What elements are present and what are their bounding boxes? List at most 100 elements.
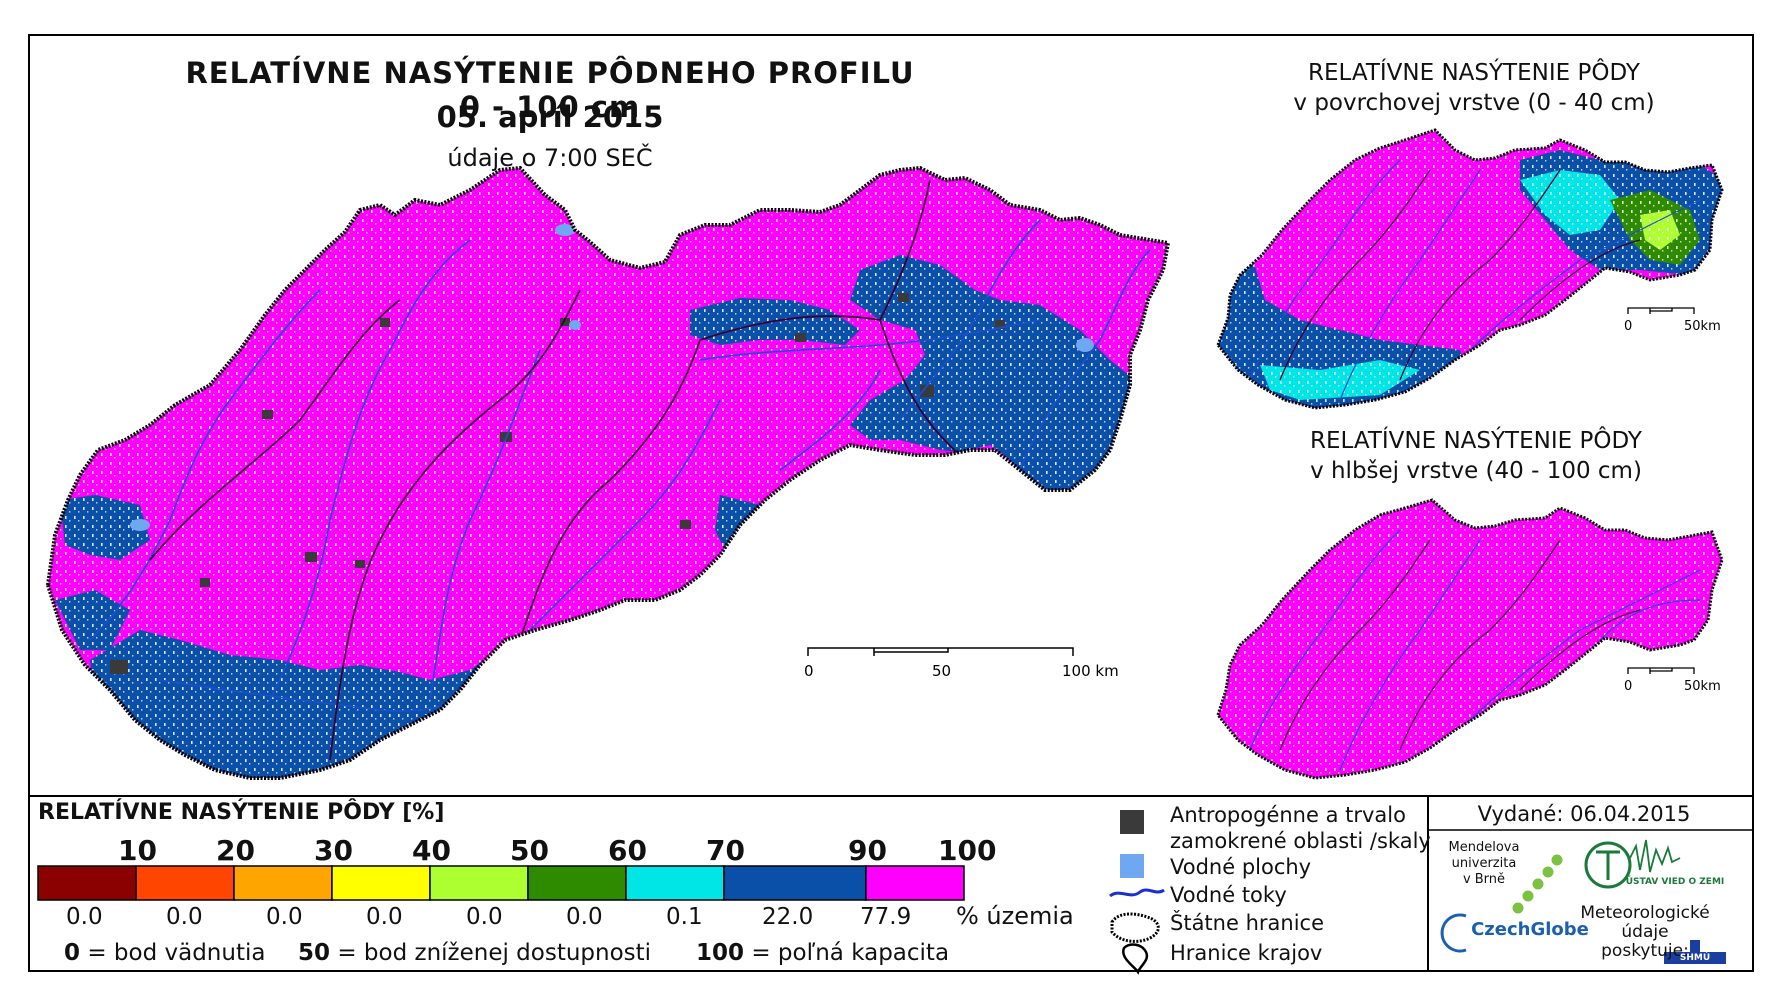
main-scale-label-0: 0	[804, 662, 814, 680]
main-title: RELATÍVNE NASÝTENIE PÔDNEHO PROFILU 0 - …	[185, 56, 915, 124]
met-data-text: Meteorologické údaje poskytuje:	[1580, 904, 1710, 961]
legend-threshold-70: 70	[706, 834, 745, 867]
met-line2: údaje	[1621, 922, 1669, 942]
legend-note-wilting-num: 0	[64, 940, 81, 966]
legend-title: RELATÍVNE NASÝTENIE PÔDY [%]	[38, 800, 445, 825]
czechglobe-logo	[1440, 913, 1467, 953]
inset-bottom-region-borders	[1279, 539, 1641, 751]
inset-top-map	[1216, 128, 1724, 410]
legend-anthropogenic: Antropogénne a trvalo zamokrené oblasti …	[1170, 802, 1431, 854]
inset-top-state-border	[1216, 128, 1724, 410]
legend-threshold-90: 90	[848, 834, 887, 867]
main-time-note: údaje o 7:00 SEČ	[447, 144, 653, 172]
inset-bottom-title-line2: v hlbšej vrstve (40 - 100 cm)	[1310, 458, 1642, 484]
legend-note-wilting-text: = bod vädnutia	[87, 940, 266, 966]
mendel-line1: Mendelova	[1448, 840, 1520, 855]
legend-note-reduced-text: = bod zníženej dostupnosti	[337, 940, 652, 966]
legend-color-bar	[37, 865, 965, 901]
legend-water-areas: Vodné plochy	[1170, 855, 1312, 879]
legend-share-class4: 0.0	[366, 904, 403, 930]
legend-note-capacity: 100 = poľná kapacita	[696, 940, 949, 966]
anthropogenic-swatch	[1120, 810, 1144, 834]
legend-note-wilting: 0 = bod vädnutia	[64, 940, 265, 966]
legend-unit: % územia	[956, 902, 1074, 930]
main-map-rivers	[89, 219, 1151, 712]
legend-share-class2: 0.0	[166, 904, 203, 930]
inset-bottom-scale-bar	[1627, 667, 1695, 674]
inset-top-title-line1: RELATÍVNE NASÝTENIE PÔDY	[1308, 60, 1640, 86]
inset-bottom-rivers	[1249, 529, 1701, 771]
legend-share-class3: 0.0	[266, 904, 303, 930]
legend-share-class1: 0.0	[66, 904, 103, 930]
legend-note-reduced: 50 = bod zníženej dostupnosti	[298, 940, 651, 966]
legend-threshold-50: 50	[510, 834, 549, 867]
legend-color-class-3	[233, 865, 333, 901]
main-scale-label-50: 50	[932, 662, 951, 680]
legend-threshold-10: 10	[118, 834, 157, 867]
inset-top-rivers	[1249, 159, 1701, 401]
legend-share-class9: 77.9	[860, 904, 912, 930]
issued-date: Vydané: 06.04.2015	[1477, 802, 1691, 826]
inset-top-scale-label-50: 50km	[1684, 319, 1721, 334]
main-map-region-borders	[149, 179, 961, 761]
inset-bottom-map	[1216, 498, 1724, 780]
inset-top-scale-label-0: 0	[1624, 319, 1632, 334]
inset-top-title-line2: v povrchovej vrstve (0 - 40 cm)	[1293, 90, 1655, 116]
legend-note-capacity-text: = poľná kapacita	[751, 940, 950, 966]
inset-bottom-scale-label-0: 0	[1624, 679, 1632, 694]
met-line3: poskytuje:	[1601, 941, 1689, 961]
inset-bottom-texture	[1218, 500, 1722, 778]
legend-threshold-20: 20	[216, 834, 255, 867]
mendel-line2: univerzita	[1451, 856, 1517, 871]
legend-color-class-1	[37, 865, 137, 901]
shmu-logo	[1664, 940, 1726, 964]
legend-rivers: Vodné toky	[1170, 883, 1287, 907]
mendel-university-text: Mendelova univerzita v Brně	[1444, 840, 1524, 888]
main-scale-label-100: 100 km	[1062, 662, 1119, 680]
legend-threshold-100: 100	[938, 834, 997, 867]
legend-note-capacity-num: 100	[696, 940, 745, 966]
shmu-text: SHMÚ	[1679, 953, 1711, 963]
legend-color-class-2	[135, 865, 235, 901]
legend-share-class7: 0.1	[666, 904, 703, 930]
legend-threshold-30: 30	[314, 834, 353, 867]
river-swatch	[1109, 888, 1165, 898]
region-border-swatch	[1122, 943, 1149, 975]
uvoz-logo	[1584, 839, 1681, 889]
inset-bottom-scale-label-50: 50km	[1684, 679, 1721, 694]
legend-threshold-40: 40	[412, 834, 451, 867]
legend-color-class-5	[429, 865, 529, 901]
inset-bottom-title: RELATÍVNE NASÝTENIE PÔDY v hlbšej vrstve…	[1246, 426, 1706, 486]
mendel-university-logo	[1512, 854, 1563, 914]
legend-color-class-4	[331, 865, 431, 901]
legend-share-class5: 0.0	[466, 904, 503, 930]
mendel-line3: v Brně	[1462, 872, 1506, 887]
legend-color-class-7	[625, 865, 725, 901]
main-map-texture	[48, 168, 1168, 778]
legend-region-border: Hranice krajov	[1170, 941, 1323, 965]
legend-share-class8: 22.0	[762, 904, 814, 930]
legend-threshold-60: 60	[608, 834, 647, 867]
main-scale-bar	[807, 647, 1074, 656]
legend-note-reduced-num: 50	[298, 940, 331, 966]
inset-bottom-title-line1: RELATÍVNE NASÝTENIE PÔDY	[1310, 428, 1642, 454]
legend-color-class-9	[865, 865, 965, 901]
uvoz-text: ÚSTAV VIED O ZEMI	[1625, 877, 1725, 887]
met-line1: Meteorologické	[1580, 903, 1710, 923]
main-map-water-areas	[130, 224, 1094, 531]
main-map	[46, 166, 1170, 780]
main-date: 05. apríl 2015	[436, 100, 664, 134]
legend-anthropogenic-line2: zamokrené oblasti /skaly	[1170, 829, 1431, 853]
legend-state-border: Štátne hranice	[1170, 911, 1324, 935]
inset-top-texture	[1218, 130, 1722, 408]
czechglobe-text: CzechGlobe	[1471, 919, 1589, 940]
state-border-swatch	[1110, 912, 1160, 943]
legend-color-class-8	[723, 865, 867, 901]
legend-share-class6: 0.0	[566, 904, 603, 930]
legend-anthropogenic-line1: Antropogénne a trvalo	[1170, 803, 1406, 827]
water-area-swatch	[1120, 854, 1144, 878]
inset-top-title: RELATÍVNE NASÝTENIE PÔDY v povrchovej vr…	[1244, 58, 1704, 118]
inset-top-region-borders	[1279, 169, 1641, 381]
legend-color-class-6	[527, 865, 627, 901]
